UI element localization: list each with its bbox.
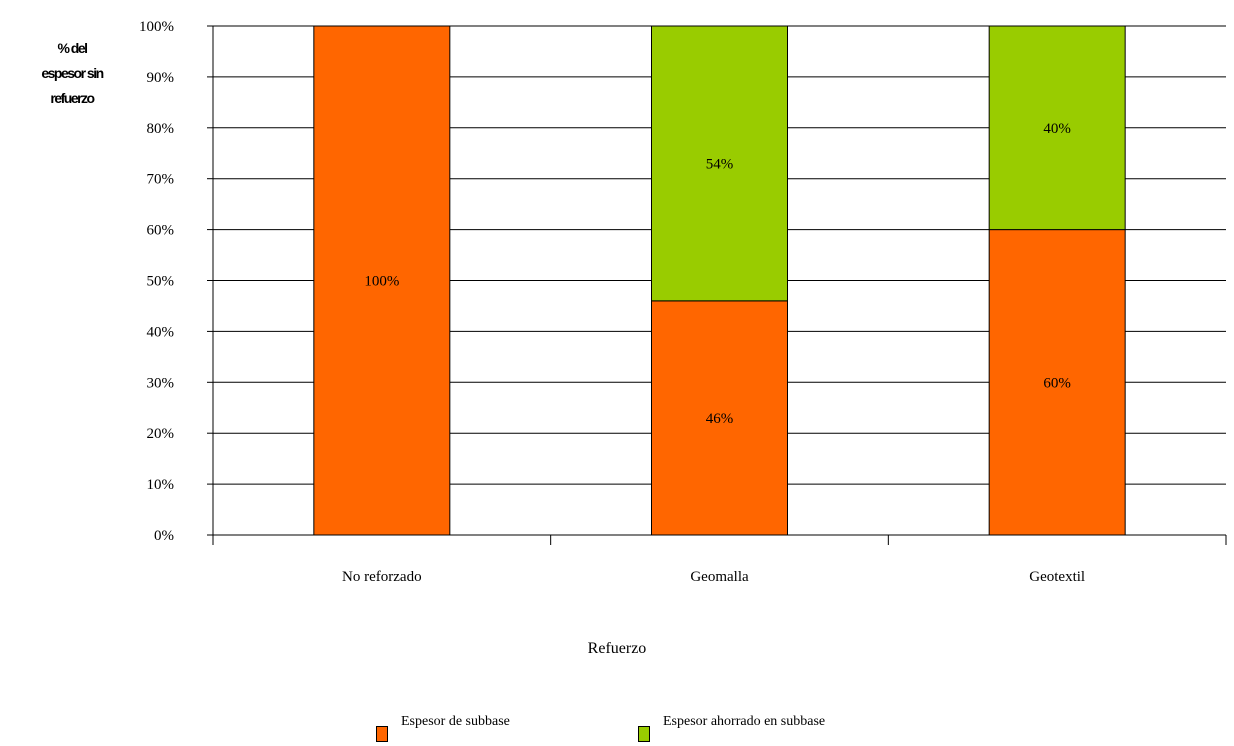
x-axis-tick-labels: No reforzado Geomalla Geotextil [342, 569, 1085, 585]
y-tick-label: 90% [147, 70, 175, 86]
x-axis-title: Refuerzo [587, 640, 647, 657]
y-tick-label: 50% [147, 274, 175, 290]
legend-swatch-subbase [376, 726, 388, 742]
axes [207, 25, 1227, 545]
bar-value-label: 54% [706, 156, 734, 172]
y-tick-label: 100% [139, 19, 174, 35]
bar-segment [988, 229, 1126, 536]
y-tick-label: 60% [147, 223, 175, 239]
bar-segment [988, 25, 1126, 231]
y-tick-label: 20% [147, 426, 175, 442]
y-axis-title: % del espesor sin refuerzo [22, 36, 122, 111]
x-tick-label: Geotextil [1029, 569, 1085, 585]
x-tick-label: No reforzado [342, 569, 422, 585]
bar-segment [313, 25, 451, 536]
legend-swatch-ahorrado [638, 726, 650, 742]
bar-value-label: 46% [706, 411, 734, 427]
bars [313, 25, 1126, 536]
legend-label: Espesor ahorrado en subbase [663, 714, 826, 729]
y-tick-label: 0% [154, 528, 174, 544]
y-tick-label: 30% [147, 375, 175, 391]
x-tick-label: Geomalla [690, 569, 749, 585]
y-axis-tick-labels: 0% 10% 20% 30% 40% 50% 60% 70% 80% 90% 100% [139, 19, 174, 544]
bar-segment [651, 25, 788, 302]
bar-value-label: 100% [364, 274, 399, 290]
y-tick-label: 40% [147, 324, 175, 340]
y-tick-label: 80% [147, 121, 175, 137]
y-tick-label: 70% [147, 172, 175, 188]
bar-value-label: 40% [1043, 121, 1071, 137]
bar-segment [651, 300, 788, 536]
legend-label: Espesor de subbase [401, 714, 510, 729]
bar-value-labels: 100% 46% 54% 60% 40% [364, 121, 1071, 427]
y-tick-label: 10% [147, 477, 175, 493]
bar-value-label: 60% [1043, 375, 1071, 391]
y-axis-title-line: % del [57, 40, 88, 56]
y-axis-title-line: espesor sin [41, 65, 104, 81]
y-axis-title-line: refuerzo [50, 90, 95, 106]
